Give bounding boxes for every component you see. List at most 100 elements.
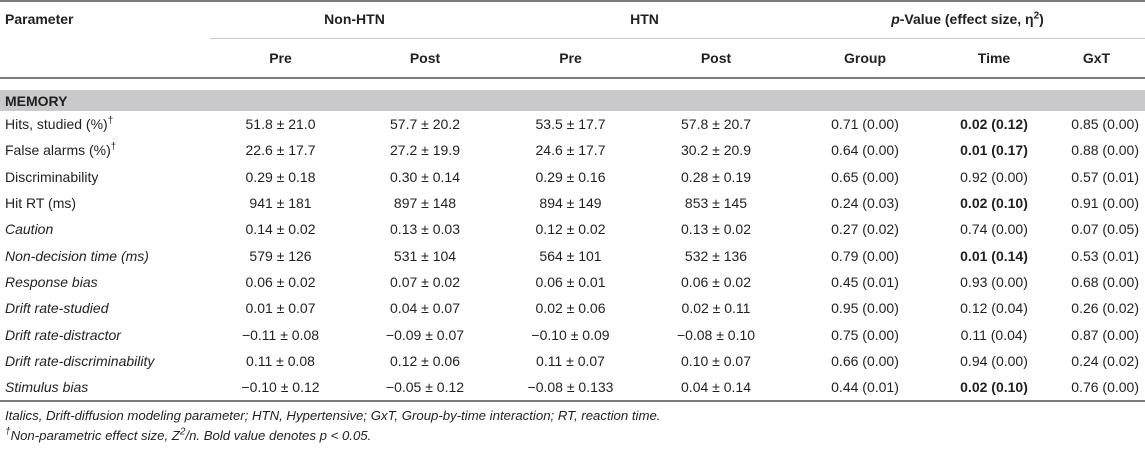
cell-time-p: 0.01 (0.14) <box>960 247 1028 264</box>
nonparametric-mark: † <box>107 115 114 127</box>
cell-parameter: Caution <box>0 216 210 242</box>
cell-group-p: 0.66 (0.00) <box>831 352 899 369</box>
cell-non-htn-pre: 0.11 ± 0.08 <box>246 352 315 369</box>
cell-non-htn-pre: 941 ± 181 <box>249 195 312 212</box>
cell-gxt-p: 0.88 (0.00) <box>1071 142 1139 159</box>
nonparametric-mark: † <box>110 141 117 153</box>
cell-parameter: Drift rate-discriminability <box>0 348 210 374</box>
cell-parameter: False alarms (%)† <box>0 137 210 163</box>
cell-time-p: 0.12 (0.04) <box>960 300 1028 317</box>
cell-group-p: 0.44 (0.01) <box>790 373 940 403</box>
cell-non-htn-pre: 579 ± 126 <box>249 247 312 264</box>
cell-parameter: Non-decision time (ms) <box>0 242 210 268</box>
cell-non-htn-post: 0.12 ± 0.06 <box>390 352 460 369</box>
footnote-2-text-a: Non-parametric effect size, Z <box>10 428 180 443</box>
cell-non-htn-post: 531 ± 104 <box>393 247 457 264</box>
parameter-label: Response bias <box>5 273 98 290</box>
cell-non-htn-post: −0.05 ± 0.12 <box>351 373 499 403</box>
cell-non-htn-post: −0.09 ± 0.07 <box>385 326 465 343</box>
header-pvalue-p: p <box>891 11 900 27</box>
parameter-label: Hits, studied (%) <box>5 116 108 133</box>
cell-htn-pre: 0.06 ± 0.01 <box>535 273 606 290</box>
cell-non-htn-post: 57.7 ± 20.2 <box>390 116 460 133</box>
section-memory: MEMORY <box>0 90 1145 111</box>
header-row-subcols: Pre Post Pre Post Group Time GxT <box>0 38 1145 79</box>
cell-group-p: 0.79 (0.00) <box>831 247 899 264</box>
cell-htn-post: 0.28 ± 0.19 <box>681 168 751 185</box>
header-pvalue-text: -Value (effect size, η <box>899 11 1034 27</box>
cell-gxt-p: 0.91 (0.00) <box>1071 195 1139 212</box>
cell-non-htn-post: 27.2 ± 19.9 <box>390 142 460 159</box>
cell-htn-pre: −0.10 ± 0.09 <box>531 326 610 343</box>
cell-non-htn-post: 897 ± 148 <box>393 195 457 212</box>
parameter-label: Hit RT (ms) <box>5 195 77 212</box>
parameter-label: Non-decision time (ms) <box>5 247 149 264</box>
table-row: False alarms (%)† 22.6 ± 17.7 27.2 ± 19.9 2… <box>0 137 1145 163</box>
table-row: Drift rate-studied 0.01 ± 0.07 0.04 ± 0.07… <box>0 295 1145 321</box>
cell-non-htn-post: 0.30 ± 0.14 <box>390 168 460 185</box>
header-group: Group <box>790 38 940 79</box>
header-parameter: Parameter <box>5 11 74 28</box>
table-row: Discriminability 0.29 ± 0.18 0.30 ± 0.14 0.… <box>0 164 1145 190</box>
cell-htn-post: −0.08 ± 0.10 <box>676 326 756 343</box>
table-top-rule <box>0 0 1145 2</box>
cell-group-p: 0.45 (0.01) <box>831 273 899 290</box>
cell-time-p: 0.02 (0.10) <box>960 195 1028 212</box>
cell-time-p: 0.74 (0.00) <box>960 221 1028 238</box>
cell-non-htn-post: 0.13 ± 0.03 <box>390 221 460 238</box>
cell-non-htn-pre: 0.01 ± 0.07 <box>245 300 316 317</box>
header-htn: HTN <box>630 11 659 27</box>
header-pvalue-sup: 2 <box>1033 10 1040 22</box>
cell-time-p: 0.02 (0.10) <box>940 373 1048 403</box>
cell-group-p: 0.64 (0.00) <box>831 142 899 159</box>
cell-group-p: 0.95 (0.00) <box>831 300 899 317</box>
cell-htn-pre: 0.02 ± 0.06 <box>535 300 606 317</box>
cell-htn-post: 0.04 ± 0.14 <box>642 373 790 403</box>
cell-non-htn-pre: 22.6 ± 17.7 <box>245 142 316 159</box>
cell-parameter: Stimulus bias <box>0 373 210 403</box>
cell-htn-post: 57.8 ± 20.7 <box>681 116 751 133</box>
footnote-2: †Non-parametric effect size, Z2/n. Bold … <box>5 426 660 446</box>
header-row-groups: Parameter Non-HTN HTN p-Value (effect si… <box>0 0 1145 39</box>
cell-time-p: 0.02 (0.12) <box>960 116 1028 133</box>
cell-time-p: 0.92 (0.00) <box>960 168 1028 185</box>
cell-group-p: 0.75 (0.00) <box>831 326 899 343</box>
cell-gxt-p: 0.57 (0.01) <box>1071 168 1139 185</box>
footnote-2-mark: † <box>5 426 11 438</box>
cell-group-p: 0.24 (0.03) <box>831 195 899 212</box>
table-row: Stimulus bias −0.10 ± 0.12 −0.05 ± 0.12 −0.… <box>0 373 1145 403</box>
cell-htn-post: 0.06 ± 0.02 <box>681 273 751 290</box>
cell-gxt-p: 0.76 (0.00) <box>1048 373 1145 403</box>
table-row: Drift rate-discriminability 0.11 ± 0.08 0.… <box>0 348 1145 374</box>
parameter-label: Caution <box>5 221 54 238</box>
parameter-label: Drift rate-distractor <box>5 326 121 343</box>
footnote-2-sup: 2 <box>179 426 186 438</box>
cell-gxt-p: 0.87 (0.00) <box>1071 326 1139 343</box>
cell-parameter: Drift rate-studied <box>0 295 210 321</box>
header-htn-post: Post <box>642 38 790 79</box>
cell-htn-pre: 894 ± 149 <box>539 195 602 212</box>
cell-non-htn-pre: −0.10 ± 0.12 <box>210 373 351 403</box>
cell-non-htn-pre: 0.06 ± 0.02 <box>245 273 316 290</box>
parameter-label: Drift rate-studied <box>5 300 109 317</box>
cell-htn-post: 0.13 ± 0.02 <box>681 221 751 238</box>
cell-time-p: 0.01 (0.17) <box>960 142 1028 159</box>
table-row: Non-decision time (ms) 579 ± 126 531 ± 104… <box>0 242 1145 268</box>
cell-htn-post: 853 ± 145 <box>684 195 748 212</box>
cell-group-p: 0.71 (0.00) <box>831 116 899 133</box>
cell-htn-pre: −0.08 ± 0.133 <box>499 373 642 403</box>
cell-non-htn-post: 0.07 ± 0.02 <box>390 273 460 290</box>
cell-htn-post: 0.10 ± 0.07 <box>681 352 751 369</box>
table-row: Caution 0.14 ± 0.02 0.13 ± 0.03 0.12 ± 0.02… <box>0 216 1145 242</box>
parameter-label: Drift rate-discriminability <box>5 352 155 369</box>
cell-parameter: Hits, studied (%)† <box>0 111 210 137</box>
cell-non-htn-post: 0.04 ± 0.07 <box>390 300 460 317</box>
cell-time-p: 0.94 (0.00) <box>960 352 1028 369</box>
header-non-htn: Non-HTN <box>324 11 385 27</box>
cell-non-htn-pre: −0.11 ± 0.08 <box>241 326 320 343</box>
cell-gxt-p: 0.85 (0.00) <box>1071 116 1139 133</box>
cell-gxt-p: 0.24 (0.02) <box>1071 352 1139 369</box>
cell-non-htn-pre: 51.8 ± 21.0 <box>245 116 316 133</box>
cell-time-p: 0.11 (0.04) <box>960 326 1028 343</box>
